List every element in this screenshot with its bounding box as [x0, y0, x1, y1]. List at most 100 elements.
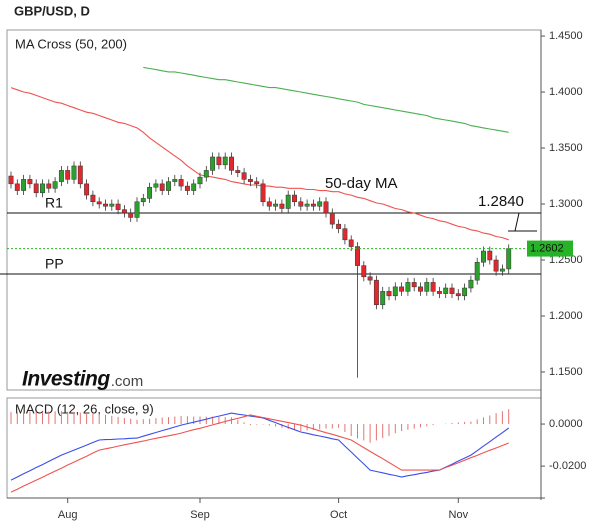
candle-body	[197, 176, 203, 185]
candle-body	[336, 223, 342, 229]
candle-body	[481, 250, 486, 263]
candle-body	[14, 183, 20, 191]
candle-body	[474, 261, 480, 281]
candle-body	[115, 203, 121, 210]
candle-body	[247, 179, 253, 182]
candle-body	[273, 203, 279, 207]
candle-body	[392, 286, 398, 297]
candle-body	[134, 201, 140, 218]
annotation: 50-day MA	[325, 175, 398, 192]
candle-body	[52, 181, 58, 189]
candle-body	[380, 291, 386, 306]
annotation-leader	[508, 212, 537, 232]
candle-body	[310, 203, 316, 207]
candle-body	[367, 276, 373, 281]
x-tick-label: Sep	[190, 509, 210, 521]
candle-body	[178, 179, 184, 187]
candle-body	[77, 165, 83, 185]
candle-body	[430, 282, 436, 292]
x-tick-label: Oct	[330, 509, 347, 521]
candle-body	[71, 165, 77, 180]
candle-body	[147, 186, 153, 199]
candle-body	[499, 268, 505, 272]
candle-body	[184, 185, 190, 191]
candle-body	[210, 156, 216, 171]
candle-body	[96, 201, 102, 205]
candle-body	[65, 170, 71, 180]
panel-title: MA Cross (50, 200)	[15, 36, 127, 51]
candle-body	[342, 228, 348, 241]
candle-body	[462, 287, 468, 297]
y-tick-label: 1.2000	[549, 310, 583, 322]
candle-body	[46, 183, 52, 189]
y-tick-label: 1.4000	[549, 86, 583, 98]
y-tick-label: 1.4500	[549, 30, 583, 42]
y-tick-label: 1.3000	[549, 198, 583, 210]
candle-body	[455, 293, 461, 297]
y-tick-label: 0.0000	[549, 418, 583, 430]
candle-body	[172, 179, 178, 182]
last-price-tag	[527, 240, 573, 257]
candle-body	[109, 203, 115, 207]
candle-body	[323, 201, 329, 214]
candle-body	[411, 282, 417, 288]
candle-body	[21, 179, 27, 191]
candle-body	[140, 198, 146, 203]
candle-body	[279, 203, 285, 209]
candle-body	[399, 286, 405, 292]
brand-suffix: .com	[111, 373, 144, 390]
chart-title: GBP/USD, D	[14, 3, 90, 18]
candle-body	[329, 212, 335, 225]
brand-name: Investing	[22, 368, 110, 391]
candle-body	[266, 201, 272, 207]
candle-body	[128, 212, 134, 218]
candle-body	[33, 183, 39, 194]
candle-body	[254, 181, 260, 185]
x-tick-label: Aug	[58, 509, 78, 521]
candle-body	[40, 183, 45, 194]
y-tick-label: -0.0200	[549, 460, 586, 472]
candle-body	[27, 179, 33, 185]
candle-body	[436, 291, 442, 294]
y-tick-label: 1.2500	[549, 254, 583, 266]
candle-body	[260, 183, 266, 203]
candle-body	[90, 194, 96, 203]
annotation: 1.2840	[478, 193, 524, 210]
level-label: PP	[45, 256, 64, 272]
candle-body	[449, 287, 455, 294]
candle-body	[443, 287, 449, 294]
candle-body	[216, 156, 222, 166]
candle-body	[355, 246, 360, 266]
candle-body	[298, 201, 304, 207]
candle-body	[222, 156, 228, 166]
candle-body	[191, 183, 197, 191]
candle-body	[405, 282, 411, 292]
line-series	[10, 414, 509, 493]
macd-title: MACD (12, 26, close, 9)	[15, 401, 154, 416]
candle-body	[203, 170, 209, 178]
candle-body	[373, 279, 379, 306]
candle-body	[159, 183, 165, 191]
candle-body	[418, 286, 423, 292]
candle-body	[121, 209, 127, 214]
y-tick-label: 1.1500	[549, 366, 583, 378]
candle-body	[8, 175, 14, 185]
candle-body	[493, 259, 499, 272]
last-price-label: 1.2602	[530, 242, 564, 254]
line-series	[143, 66, 509, 133]
candle-body	[285, 194, 291, 209]
candle-body	[424, 282, 430, 292]
candle-body	[58, 170, 64, 182]
candle-body	[292, 194, 297, 203]
y-tick-label: 1.3500	[549, 142, 583, 154]
plot-layer: 1.4500 1.4000 1.3500 1.3000 1.2500 1.2000 1.15…	[0, 30, 586, 521]
candle-body	[487, 250, 493, 261]
candle-body	[235, 170, 241, 173]
candle-body	[241, 172, 247, 180]
candle-body	[153, 183, 159, 188]
level-label: R1	[45, 195, 63, 211]
candle-body	[84, 183, 90, 196]
candle-body	[304, 203, 310, 207]
candle-body	[317, 201, 323, 207]
